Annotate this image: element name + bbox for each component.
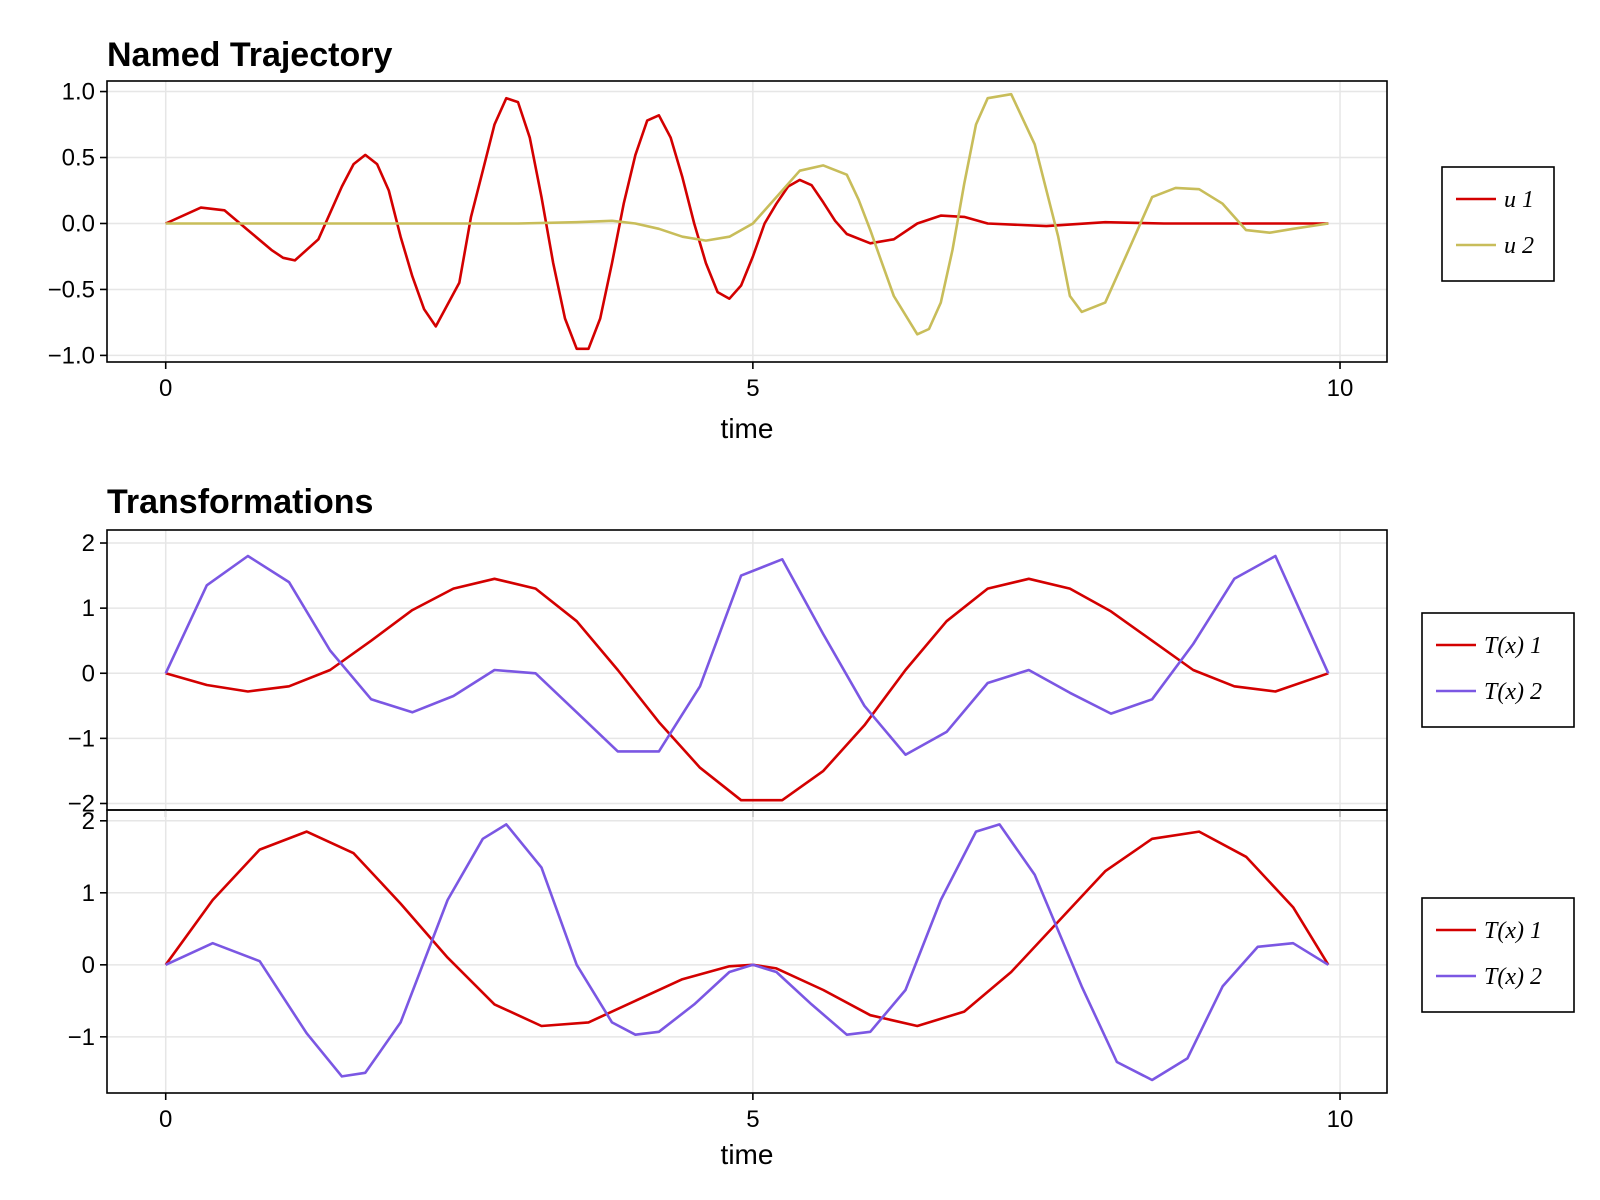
series-line-2 — [165, 823, 1329, 1082]
x-tick-label: 5 — [746, 1106, 759, 1133]
plot-frame — [106, 809, 1388, 1094]
series-line-1 — [165, 577, 1329, 802]
y-tick-label: −1 — [68, 1024, 95, 1051]
chart-title: Transformations — [107, 483, 373, 521]
panel-1: −1.0 −0.5 0.0 0.5 1.0 0 5 10 Named Trajectory tim… — [48, 36, 1555, 444]
y-tick-label: 1 — [82, 880, 95, 907]
y-tick-label: −0.5 — [48, 276, 95, 303]
panel-2: −2 −1 0 1 2 Transformations T(x) 1 T(x) 2 — [68, 483, 1575, 817]
x-tick-label: 10 — [1327, 1106, 1354, 1133]
legend-label-1: u 1 — [1504, 187, 1534, 213]
x-axis-label: time — [721, 1139, 774, 1170]
y-tick-label: 0.0 — [62, 210, 95, 237]
legend-box — [1421, 612, 1575, 728]
legend-label-2: T(x) 2 — [1484, 964, 1542, 990]
series-line-1 — [165, 96, 1329, 351]
series-line-2 — [165, 92, 1329, 336]
legend-box — [1441, 166, 1555, 282]
plot-frame — [106, 80, 1388, 363]
y-tick-label: −1 — [68, 725, 95, 752]
legend-label-1: T(x) 1 — [1484, 918, 1542, 944]
x-tick-label: 5 — [746, 375, 759, 402]
legend: T(x) 1 T(x) 2 — [1421, 897, 1575, 1013]
series-line-1 — [164, 830, 1330, 1028]
chart-title: Named Trajectory — [107, 36, 392, 74]
y-tick-label: 0 — [82, 660, 95, 687]
series-line-2 — [164, 554, 1330, 757]
y-tick-label: 1.0 — [62, 79, 95, 106]
legend-label-2: u 2 — [1504, 233, 1534, 259]
legend: u 1 u 2 — [1441, 166, 1555, 282]
y-tick-label: 2 — [82, 530, 95, 557]
legend: T(x) 1 T(x) 2 — [1421, 612, 1575, 728]
y-tick-label: 2 — [82, 808, 95, 835]
legend-box — [1421, 897, 1575, 1013]
x-tick-label: 0 — [159, 1106, 172, 1133]
x-axis-label: time — [721, 413, 774, 444]
y-tick-label: 1 — [82, 595, 95, 622]
panel-3: −1 0 1 2 0 5 10 time T(x) 1 T(x) 2 — [68, 808, 1575, 1170]
legend-label-2: T(x) 2 — [1484, 679, 1542, 705]
y-tick-label: 0.5 — [62, 145, 95, 172]
x-tick-label: 10 — [1327, 375, 1354, 402]
legend-label-1: T(x) 1 — [1484, 633, 1542, 659]
y-tick-label: 0 — [82, 952, 95, 979]
x-tick-label: 0 — [159, 375, 172, 402]
y-tick-label: −2 — [68, 790, 95, 817]
y-tick-label: −1.0 — [48, 342, 95, 369]
